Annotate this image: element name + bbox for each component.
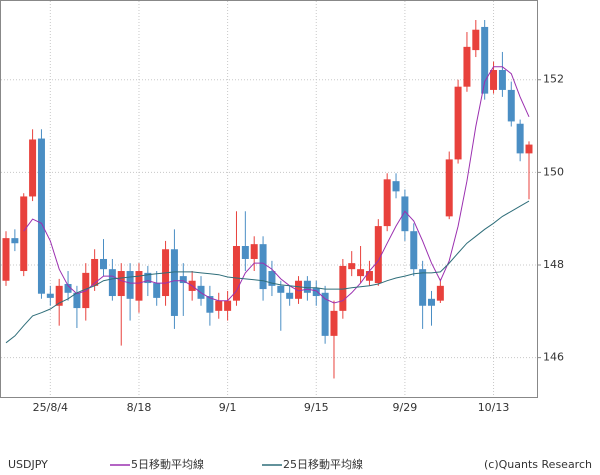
candle-body (498, 70, 506, 90)
candle-body (224, 300, 232, 311)
candle-body (259, 244, 267, 290)
candle-body (241, 246, 249, 259)
candle-body (357, 269, 365, 277)
candle-body (516, 123, 524, 154)
candle-body (295, 280, 303, 299)
candle-body (321, 292, 329, 336)
plot-frame (0, 0, 538, 398)
candle-body (445, 159, 453, 217)
candle-body (348, 263, 356, 270)
candle-body (401, 196, 409, 232)
candle-body (472, 29, 480, 51)
x-tick-label: 9/15 (304, 401, 329, 414)
candle-body (339, 265, 347, 311)
candle-body (46, 293, 54, 298)
y-tick-label: 150 (543, 165, 564, 178)
candle-body (427, 298, 435, 306)
candle-body (232, 246, 240, 301)
symbol: USDJPY (8, 458, 48, 471)
candle-body (419, 269, 427, 306)
x-tick-label: 9/1 (219, 401, 237, 414)
candle-body (73, 292, 81, 309)
y-tick-label: 148 (543, 258, 564, 271)
moving-average (5, 200, 530, 344)
candle-body (179, 276, 187, 284)
candle-body (268, 271, 276, 286)
x-tick-label: 8/18 (127, 401, 152, 414)
x-tick-label: 9/29 (393, 401, 418, 414)
candle-body (286, 292, 294, 299)
candle-body (20, 196, 28, 272)
candle-body (153, 283, 161, 298)
candle-body (215, 300, 223, 311)
y-tick-label: 152 (543, 73, 564, 86)
x-tick-label: 10/13 (478, 401, 510, 414)
candle-body (525, 144, 533, 154)
candle-body (135, 271, 143, 301)
candle-body (55, 285, 63, 306)
candle-body (117, 271, 125, 297)
credit: (c)Quants Research (484, 458, 592, 471)
legend-label: 25日移動平均線 (283, 457, 363, 471)
candle-body (29, 139, 37, 197)
candle-body (463, 46, 471, 87)
candle-body (2, 238, 10, 281)
candle-body (374, 226, 382, 284)
legend-label: 5日移動平均線 (131, 457, 204, 471)
candle-body (11, 238, 19, 244)
candle-body (100, 258, 108, 270)
candle-body (383, 179, 391, 227)
candle-body (481, 26, 489, 94)
candle-body (108, 269, 116, 297)
candle-body (303, 280, 311, 293)
candle-body (507, 89, 515, 122)
x-tick-label: 25/8/4 (33, 401, 68, 414)
candle-body (91, 258, 99, 286)
candle-body (454, 86, 462, 160)
candle-body (365, 271, 373, 281)
y-tick-label: 146 (543, 351, 564, 364)
candle-body (410, 231, 418, 270)
candle-body (392, 181, 400, 192)
candle-body (37, 138, 45, 294)
candle-body (436, 285, 444, 301)
candle-body (490, 70, 498, 90)
candle-body (170, 249, 178, 316)
candle-body (126, 271, 134, 299)
candle-body (250, 244, 258, 259)
moving-average (23, 66, 530, 304)
candle-body (64, 283, 72, 293)
candle-body (312, 288, 320, 297)
candle-body (330, 310, 338, 336)
candle-body (277, 285, 285, 293)
candle-body (206, 296, 214, 313)
candle-body (144, 272, 152, 284)
